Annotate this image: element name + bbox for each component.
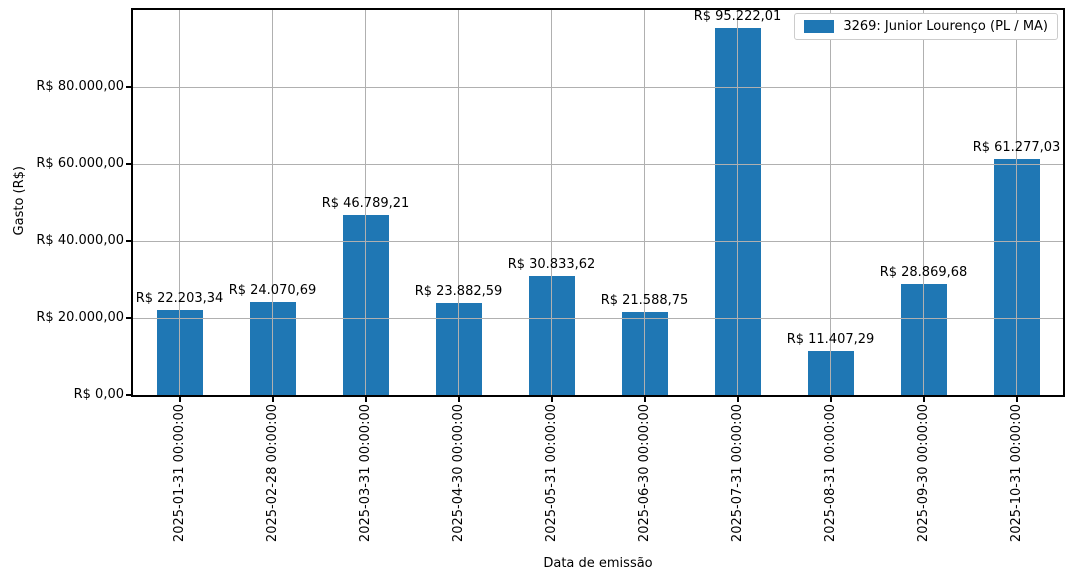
bar-value-label: R$ 21.588,75 bbox=[600, 292, 689, 308]
x-tick-mark bbox=[364, 397, 367, 402]
gridline-v bbox=[365, 10, 366, 395]
bar-value-label: R$ 95.222,01 bbox=[693, 9, 782, 25]
y-tick-label: R$ 40.000,00 bbox=[36, 233, 124, 248]
x-tick-mark bbox=[178, 397, 181, 402]
gridline-v bbox=[179, 10, 180, 395]
bar-value-label: R$ 23.882,59 bbox=[414, 284, 503, 300]
gridline-v bbox=[737, 10, 738, 395]
bar-value-label: R$ 22.203,34 bbox=[135, 290, 224, 306]
x-tick-mark bbox=[271, 397, 274, 402]
bar-value-label: R$ 11.407,29 bbox=[786, 332, 875, 348]
x-tick-mark bbox=[457, 397, 460, 402]
x-tick-label: 2025-04-30 00:00:00 bbox=[450, 404, 466, 543]
bar-value-label: R$ 24.070,69 bbox=[228, 283, 317, 299]
y-tick-mark bbox=[126, 163, 131, 165]
y-tick-mark bbox=[126, 317, 131, 319]
bar-value-label: R$ 46.789,21 bbox=[321, 195, 410, 211]
y-axis-title: Gasto (R$) bbox=[12, 166, 27, 236]
x-tick-label: 2025-02-28 00:00:00 bbox=[264, 404, 280, 543]
y-tick-mark bbox=[126, 240, 131, 242]
bar-value-label: R$ 30.833,62 bbox=[507, 257, 596, 273]
x-tick-mark bbox=[643, 397, 646, 402]
bar-value-label: R$ 28.869,68 bbox=[879, 264, 968, 280]
x-tick-mark bbox=[829, 397, 832, 402]
y-tick-label: R$ 20.000,00 bbox=[36, 310, 124, 325]
gridline-v bbox=[644, 10, 645, 395]
gridline-v bbox=[830, 10, 831, 395]
gridline-v bbox=[551, 10, 552, 395]
gridline-h bbox=[133, 317, 1063, 319]
legend: 3269: Junior Lourenço (PL / MA) bbox=[794, 13, 1058, 40]
legend-swatch bbox=[804, 20, 835, 33]
y-tick-mark bbox=[126, 86, 131, 88]
y-tick-label: R$ 80.000,00 bbox=[36, 79, 124, 94]
x-tick-label: 2025-07-31 00:00:00 bbox=[729, 404, 745, 543]
x-tick-label: 2025-06-30 00:00:00 bbox=[636, 404, 652, 543]
gridline-h bbox=[133, 86, 1063, 88]
x-tick-label: 2025-01-31 00:00:00 bbox=[171, 404, 187, 543]
x-tick-mark bbox=[736, 397, 739, 402]
x-tick-mark bbox=[550, 397, 553, 402]
x-tick-label: 2025-03-31 00:00:00 bbox=[357, 404, 373, 543]
gridline-v bbox=[272, 10, 273, 395]
x-tick-label: 2025-08-31 00:00:00 bbox=[822, 404, 838, 543]
gridline-v bbox=[458, 10, 459, 395]
x-tick-label: 2025-09-30 00:00:00 bbox=[915, 404, 931, 543]
y-tick-label: R$ 0,00 bbox=[73, 387, 124, 402]
y-tick-label: R$ 60.000,00 bbox=[36, 156, 124, 171]
legend-label: 3269: Junior Lourenço (PL / MA) bbox=[843, 19, 1048, 34]
x-tick-mark bbox=[1015, 397, 1018, 402]
bar-value-label: R$ 61.277,03 bbox=[972, 140, 1061, 156]
x-axis-title: Data de emissão bbox=[543, 556, 653, 571]
gridline-h bbox=[133, 240, 1063, 242]
x-tick-label: 2025-05-31 00:00:00 bbox=[543, 404, 559, 543]
x-tick-label: 2025-10-31 00:00:00 bbox=[1008, 404, 1024, 543]
gridline-v bbox=[923, 10, 924, 395]
x-tick-mark bbox=[922, 397, 925, 402]
gridline-v bbox=[1016, 10, 1017, 395]
gridline-h bbox=[133, 163, 1063, 165]
y-tick-mark bbox=[126, 394, 131, 396]
